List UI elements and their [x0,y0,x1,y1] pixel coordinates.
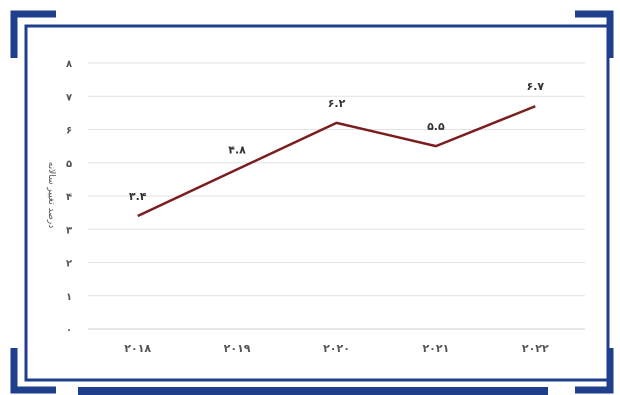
data-label: ۴.۸ [228,143,246,156]
y-tick-label: ۲ [66,259,72,270]
corner-top-right [575,10,614,58]
y-axis-ticks: ۰ ۱ ۲ ۳ ۴ ۵ ۶ ۷ ۸ [66,59,72,336]
data-label: ۶.۷ [526,80,544,93]
corner-bottom-left [10,348,56,394]
corner-bottom-right [575,348,614,394]
series-line [137,105,536,218]
x-tick-label: ۲۰۲۲ [522,342,549,355]
y-axis-label: درصد تغییر سالانه [46,162,56,228]
y-tick-label: ۶ [66,126,72,137]
grid-lines [88,62,585,330]
y-tick-label: ۴ [66,192,72,203]
y-tick-label: ۰ [66,325,72,336]
data-label: ۵.۵ [427,120,445,133]
x-tick-label: ۲۰۲۰ [323,342,350,355]
y-tick-label: ۳ [66,225,72,236]
data-label: ۶.۲ [328,97,346,110]
x-tick-label: ۲۰۲۱ [422,342,449,355]
bottom-bar [78,387,548,395]
x-tick-label: ۲۰۱۹ [224,342,251,355]
y-tick-label: ۸ [66,59,72,70]
y-tick-label: ۷ [66,92,72,103]
x-tick-label: ۲۰۱۸ [124,342,151,355]
data-label: ۳.۴ [129,190,147,203]
y-tick-label: ۱ [66,292,72,303]
x-axis-ticks: ۲۰۱۸ ۲۰۱۹ ۲۰۲۰ ۲۰۲۱ ۲۰۲۲ [124,342,549,355]
corner-top-left [10,10,56,58]
inner-border [24,24,610,382]
data-labels: ۳.۴ ۴.۸ ۶.۲ ۵.۵ ۶.۷ [129,80,544,203]
y-tick-label: ۵ [66,159,72,170]
